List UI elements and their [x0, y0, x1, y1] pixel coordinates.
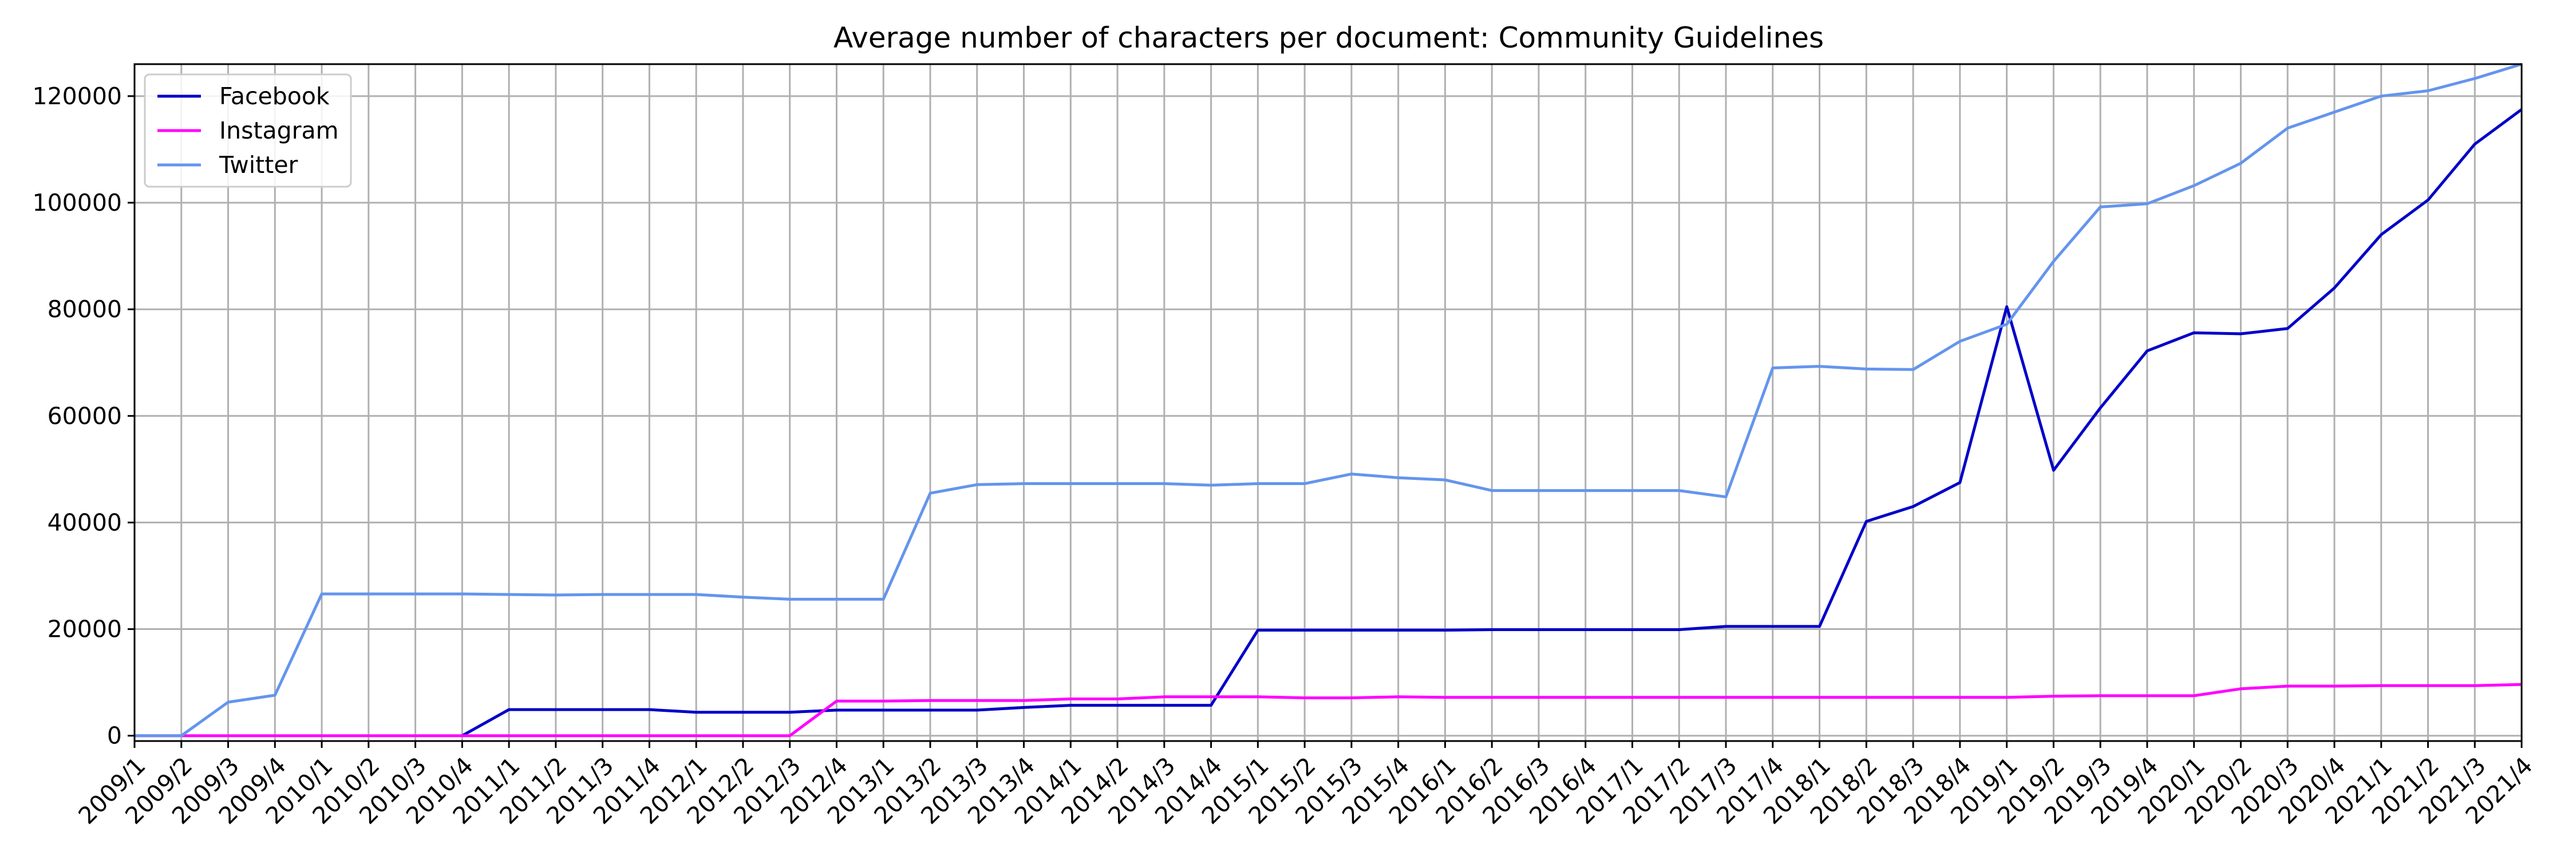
series-lines — [135, 62, 2523, 738]
y-tick-label: 0 — [107, 722, 122, 750]
y-axis-ticks: 0 20000 40000 60000 80000 100000 120000 — [32, 82, 135, 750]
y-tick-label: 80000 — [48, 295, 122, 323]
y-tick-label: 40000 — [48, 509, 122, 536]
y-tick-label: 120000 — [32, 82, 122, 110]
legend-label: Facebook — [219, 82, 330, 110]
series-line-twitter — [135, 62, 2522, 738]
chart-title: Average number of characters per documen… — [833, 21, 1824, 54]
plot-frame — [133, 63, 2523, 742]
series-line-instagram — [135, 683, 2522, 738]
y-tick-label: 60000 — [48, 402, 122, 430]
y-tick-label: 20000 — [48, 616, 122, 643]
legend-label: Instagram — [219, 117, 339, 144]
legend: Facebook Instagram Twitter — [144, 73, 352, 188]
legend-box — [144, 73, 352, 188]
y-tick-label: 100000 — [32, 189, 122, 216]
legend-label: Twitter — [219, 151, 298, 179]
grid-lines — [133, 64, 2523, 741]
series-line-facebook — [461, 108, 2523, 737]
